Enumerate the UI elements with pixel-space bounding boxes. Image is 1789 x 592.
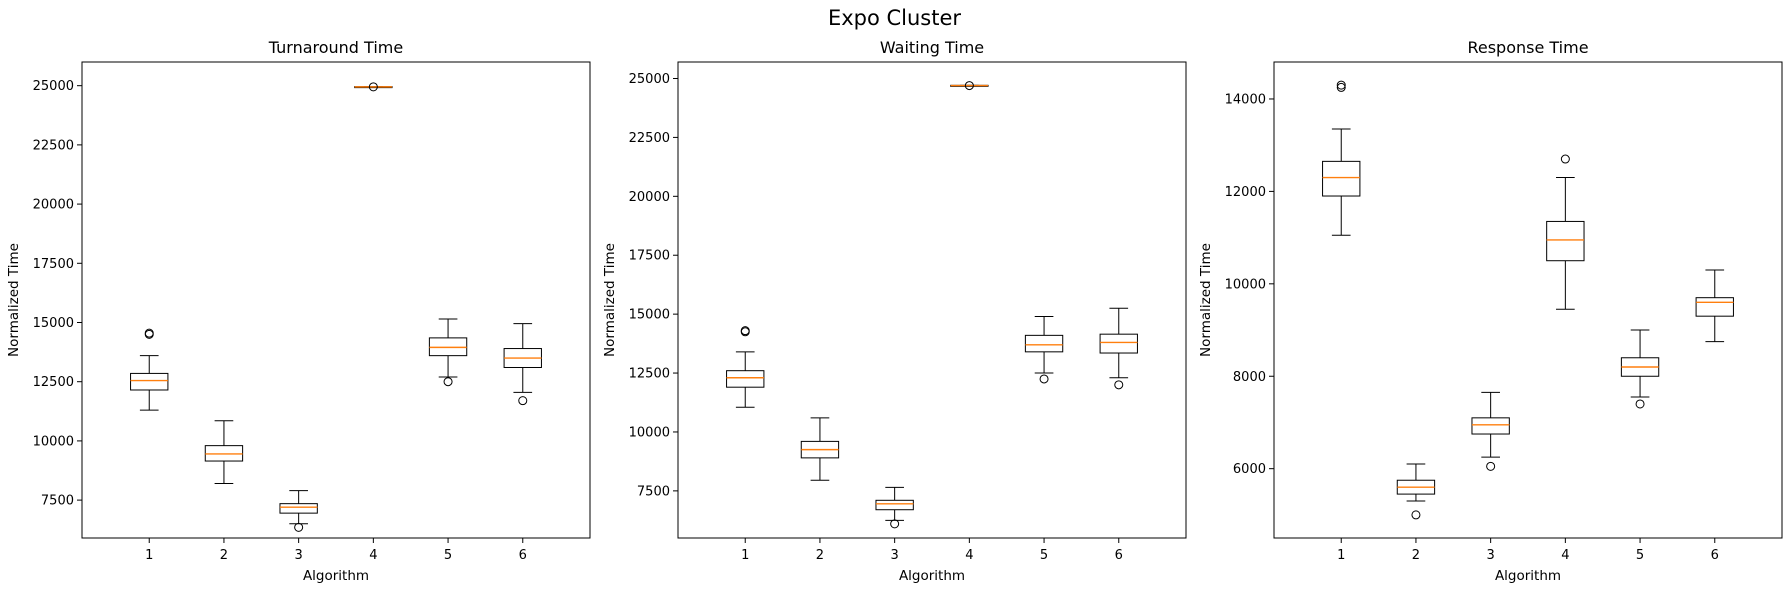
y-tick-label: 15000 xyxy=(629,308,670,323)
y-axis-label: Normalized Time xyxy=(6,243,22,357)
box-iqr xyxy=(1471,417,1510,435)
y-tick-label: 7500 xyxy=(637,484,670,499)
y-tick-label: 14000 xyxy=(1225,92,1266,107)
plot-frame xyxy=(677,61,1187,539)
plot-frame xyxy=(1273,61,1783,539)
box-iqr xyxy=(130,372,169,391)
box-iqr xyxy=(1546,220,1585,262)
x-tick-label: 3 xyxy=(1487,548,1495,563)
y-tick-label: 12000 xyxy=(1225,185,1266,200)
y-tick-label: 7500 xyxy=(41,494,74,509)
x-tick-label: 3 xyxy=(891,548,899,563)
outlier-point xyxy=(1336,80,1346,90)
outlier-point xyxy=(1114,380,1124,390)
box-iqr xyxy=(1024,334,1064,353)
outlier-point xyxy=(1039,374,1049,384)
x-tick-label: 5 xyxy=(1040,548,1048,563)
y-tick-label: 12500 xyxy=(629,367,670,382)
outlier-point xyxy=(740,326,750,336)
x-tick-label: 5 xyxy=(444,548,452,563)
y-tick-label: 22500 xyxy=(629,131,670,146)
y-tick-label: 6000 xyxy=(1233,462,1266,477)
x-tick-label: 6 xyxy=(1115,548,1123,563)
outlier-point xyxy=(890,519,900,529)
y-tick-label: 20000 xyxy=(33,198,74,213)
box-iqr xyxy=(279,503,318,514)
y-tick-label: 12500 xyxy=(33,375,74,390)
y-tick-label: 17500 xyxy=(629,249,670,264)
y-tick-label: 10000 xyxy=(1225,277,1266,292)
y-tick-label: 25000 xyxy=(629,72,670,87)
x-tick-label: 6 xyxy=(1711,548,1719,563)
x-tick-label: 4 xyxy=(965,548,973,563)
x-tick-label: 2 xyxy=(1412,548,1420,563)
outlier-point xyxy=(443,377,453,387)
outlier-point xyxy=(1411,510,1421,520)
y-tick-label: 8000 xyxy=(1233,370,1266,385)
outlier-point xyxy=(1336,82,1346,92)
x-axis-label: Algorithm xyxy=(899,568,965,584)
box-iqr xyxy=(1695,297,1734,317)
x-tick-label: 3 xyxy=(295,548,303,563)
box-iqr xyxy=(1322,160,1361,197)
outlier-point xyxy=(964,81,974,91)
y-axis-label: Normalized Time xyxy=(1198,243,1214,357)
x-tick-label: 5 xyxy=(1636,548,1644,563)
y-tick-label: 22500 xyxy=(33,138,74,153)
y-tick-label: 10000 xyxy=(33,434,74,449)
figure-suptitle: Expo Cluster xyxy=(828,6,961,30)
x-axis-label: Algorithm xyxy=(1495,568,1561,584)
x-tick-label: 1 xyxy=(741,548,749,563)
panel-title: Turnaround Time xyxy=(268,38,403,57)
box-iqr xyxy=(726,370,765,388)
box-iqr xyxy=(875,499,914,511)
y-tick-label: 17500 xyxy=(33,257,74,272)
outlier-point xyxy=(1560,154,1570,164)
outlier-point xyxy=(518,396,528,406)
x-tick-label: 2 xyxy=(220,548,228,563)
x-tick-label: 1 xyxy=(1337,548,1345,563)
y-tick-label: 10000 xyxy=(629,425,670,440)
y-tick-label: 25000 xyxy=(33,79,74,94)
panel-title: Response Time xyxy=(1467,38,1588,57)
y-tick-label: 20000 xyxy=(629,190,670,205)
outlier-point xyxy=(294,522,304,532)
x-tick-label: 4 xyxy=(369,548,377,563)
outlier-point xyxy=(144,328,154,338)
x-tick-label: 6 xyxy=(519,548,527,563)
outlier-point xyxy=(368,82,378,92)
x-axis-label: Algorithm xyxy=(303,568,369,584)
plot-frame xyxy=(81,61,591,539)
y-tick-label: 15000 xyxy=(33,316,74,331)
x-tick-label: 4 xyxy=(1561,548,1569,563)
box-iqr xyxy=(1099,333,1138,354)
outlier-point xyxy=(1635,399,1645,409)
y-axis-label: Normalized Time xyxy=(602,243,618,357)
outlier-point xyxy=(1486,461,1496,471)
x-tick-label: 2 xyxy=(816,548,824,563)
panel-title: Waiting Time xyxy=(880,38,984,57)
x-tick-label: 1 xyxy=(145,548,153,563)
